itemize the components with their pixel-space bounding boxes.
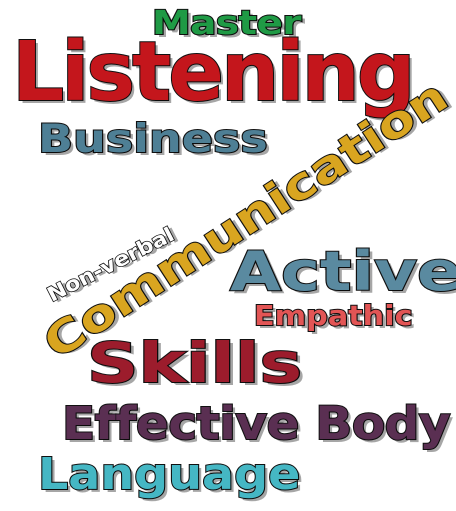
word-business: Business: [37, 117, 269, 162]
word-listening: Listening: [11, 25, 417, 120]
word-skills: Skills: [86, 331, 304, 395]
word-effective-body: Effective Body: [61, 397, 452, 450]
word-master: Master: [151, 3, 303, 42]
word-active: Active: [229, 240, 456, 303]
word-empathic: Empathic: [253, 299, 414, 332]
word-language: Language: [37, 449, 301, 500]
